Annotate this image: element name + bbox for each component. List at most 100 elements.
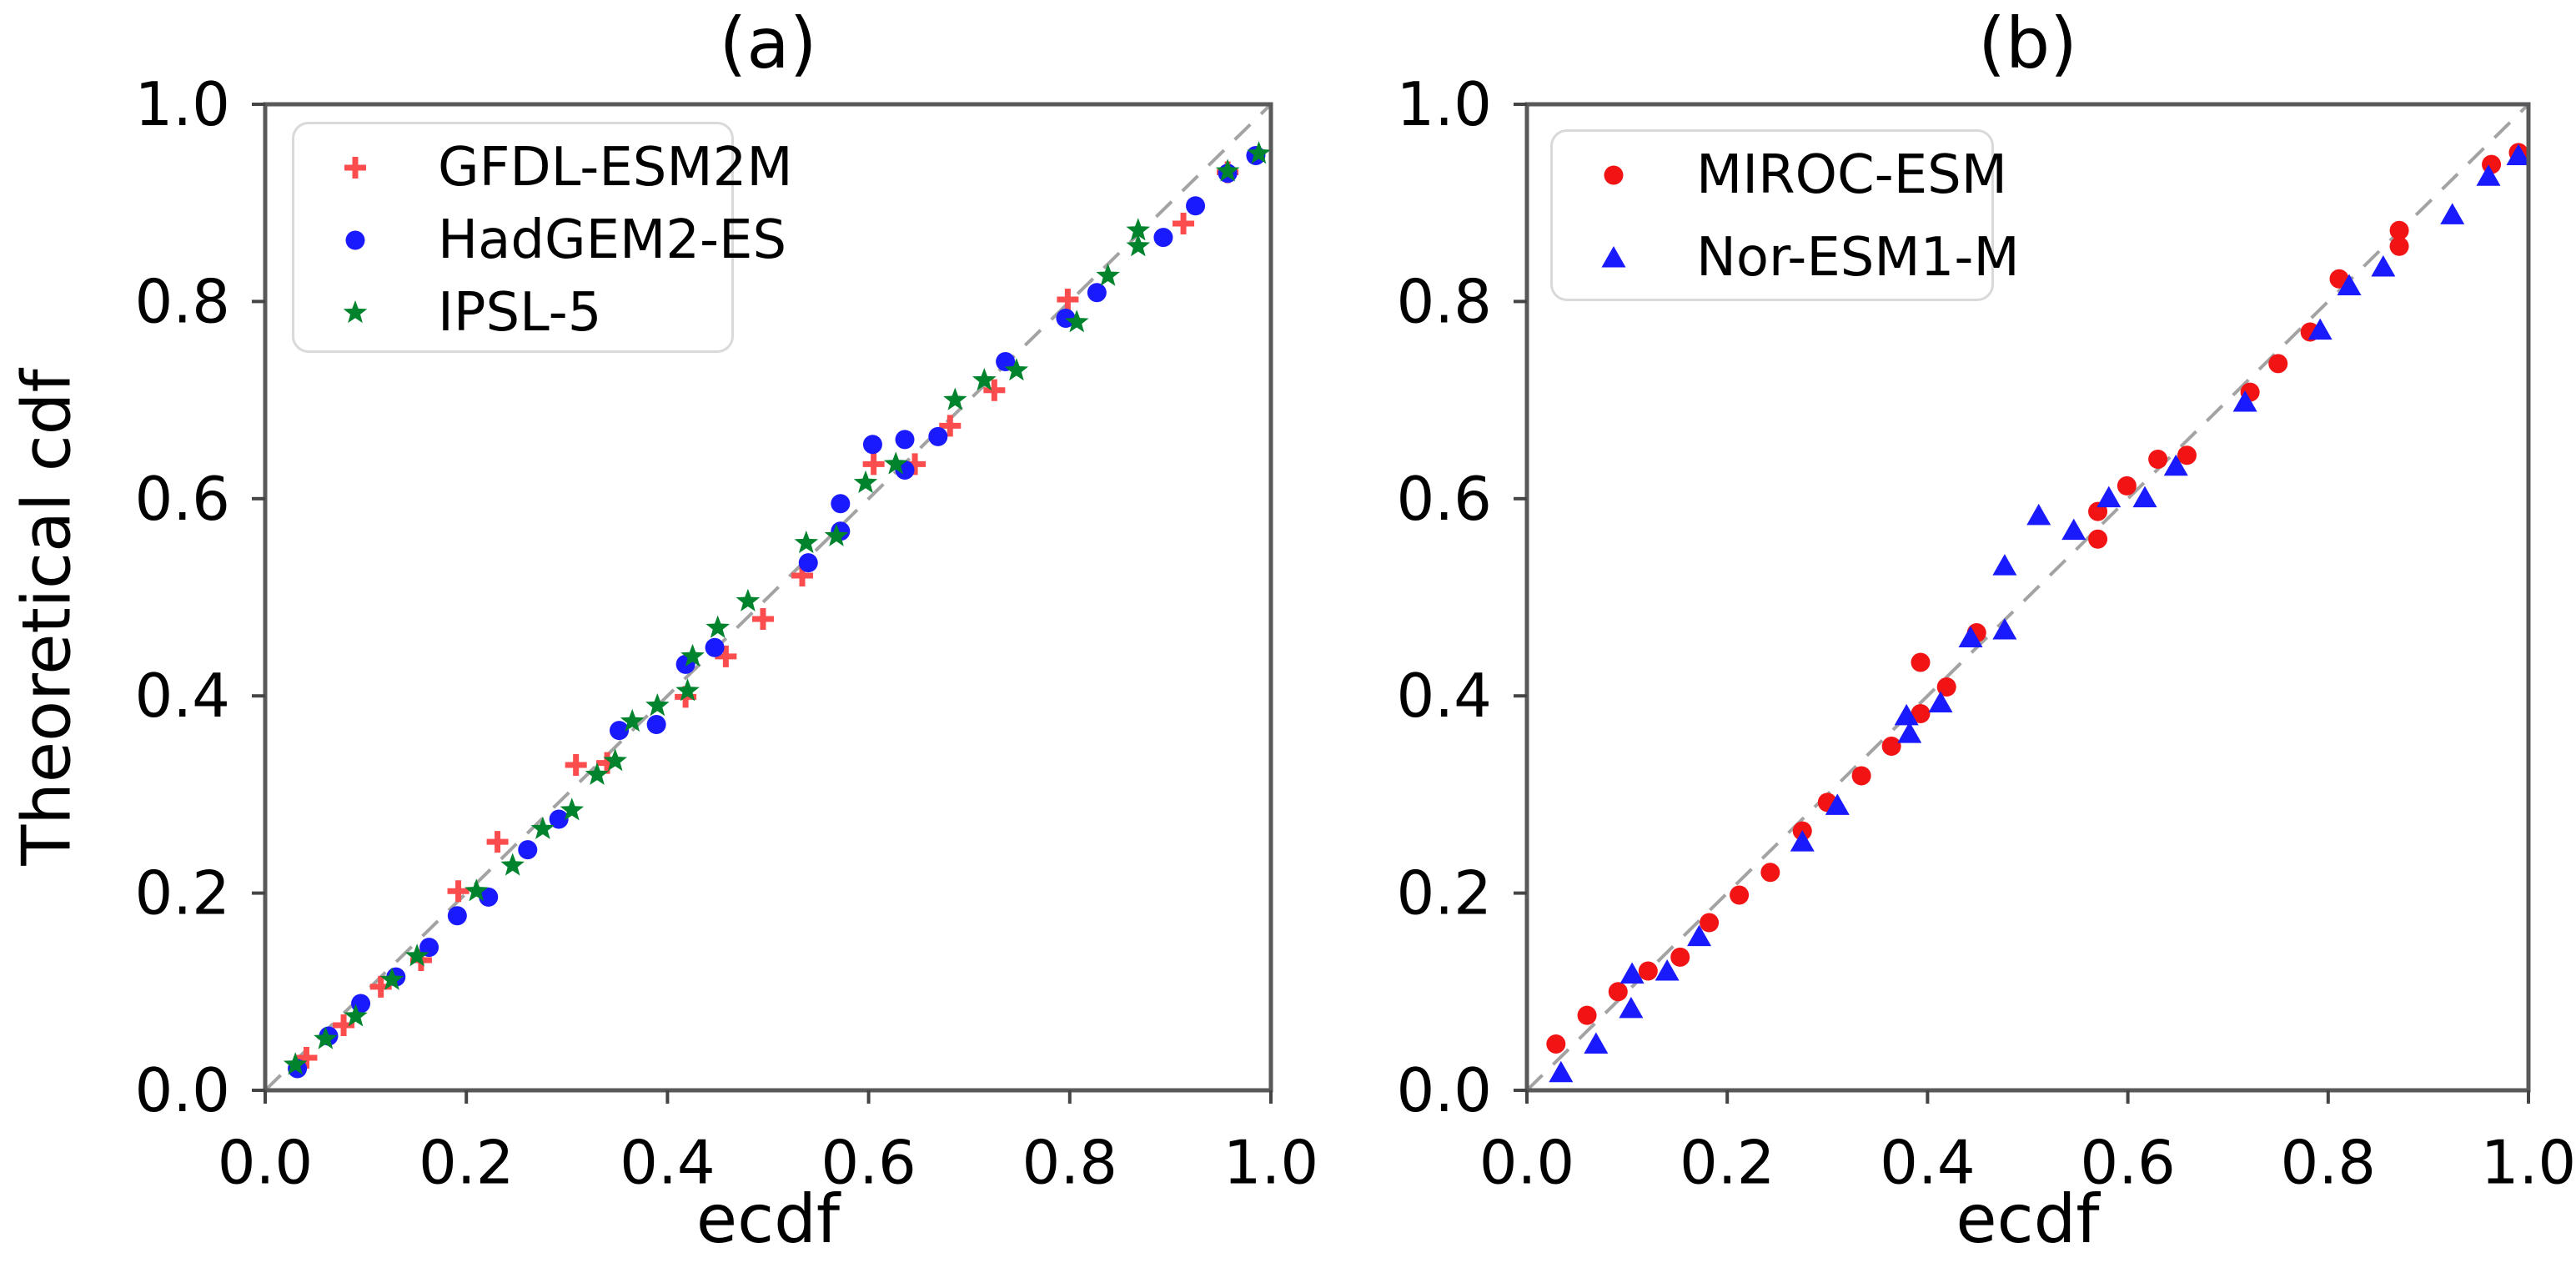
MIROC-ESM-point	[1936, 677, 1956, 697]
HadGEM2-ES-point	[518, 840, 538, 860]
MIROC-ESM-point	[2148, 450, 2168, 470]
HadGEM2-ES-point	[479, 887, 499, 907]
IPSL-5-point	[736, 588, 761, 611]
IPSL-5-point	[1096, 263, 1120, 286]
y-tick-label: 1.0	[1396, 69, 1492, 139]
star-legend-glyph	[343, 299, 368, 323]
y-tick-label: 0.4	[134, 661, 230, 731]
IPSL-5-point	[680, 643, 705, 667]
triangle-marker-icon	[1601, 245, 1626, 267]
Nor-ESM1-M-point	[2061, 518, 2086, 541]
panel-a-xaxis-label: ecdf	[695, 1180, 841, 1258]
GFDL-ESM2M-point	[447, 880, 470, 903]
panel-b-xaxis-label: ecdf	[1956, 1180, 2100, 1258]
y-tick-label: 0.6	[134, 464, 230, 534]
Nor-ESM1-M-point	[2096, 486, 2122, 508]
MIROC-ESM-point	[1638, 961, 1658, 981]
IPSL-5-point	[1215, 158, 1240, 182]
Nor-ESM1-M-point	[2163, 454, 2188, 476]
IPSL-5-point	[560, 797, 585, 821]
IPSL-5-point	[404, 943, 429, 967]
panel-a: 0.0 0.2 0.4 0.6 0.8 1.0 0.0 0.2 0.4 0.6 0.8 1.0	[134, 69, 1318, 1198]
y-tick-label: 0.2	[1396, 858, 1492, 928]
IPSL-5-point	[853, 470, 878, 493]
MIROC-ESM-point	[2268, 354, 2288, 374]
IPSL-5-point	[824, 523, 849, 546]
IPSL-5-point	[500, 853, 525, 876]
Nor-ESM1-M-point	[1897, 722, 1922, 743]
HadGEM2-ES-point	[447, 906, 467, 926]
series-IPSL-5	[283, 141, 1271, 1075]
circle-marker-icon	[345, 230, 365, 249]
Nor-ESM1-M-point	[2476, 164, 2501, 186]
IPSL-5-point	[1247, 141, 1271, 164]
MIROC-ESM-point	[2088, 529, 2108, 549]
legend-item-hadgem2-es: HadGEM2-ES	[294, 204, 786, 276]
Nor-ESM1-M-point	[1619, 962, 1645, 984]
IPSL-5-point	[344, 1004, 368, 1027]
MIROC-ESM-point	[1546, 1034, 1566, 1054]
star-marker-icon	[343, 299, 368, 323]
x-tick-label: 0.2	[419, 1128, 515, 1198]
Nor-ESM1-M-point	[1928, 691, 1953, 712]
Nor-ESM1-M-point	[1584, 1032, 1609, 1054]
legend-label: HadGEM2-ES	[438, 209, 787, 271]
x-tick-label: 0.6	[2080, 1128, 2176, 1198]
IPSL-5-point	[585, 762, 610, 785]
y-tick-label: 0.8	[134, 266, 230, 336]
series-MIROC-ESM	[1546, 143, 2528, 1054]
MIROC-ESM-point	[1881, 736, 1901, 756]
legend-item-ipsl-5: IPSL-5	[294, 276, 731, 349]
IPSL-5-point	[794, 531, 819, 554]
IPSL-5-point	[883, 451, 908, 475]
HadGEM2-ES-point	[549, 809, 569, 829]
GFDL-ESM2M-point	[939, 415, 962, 437]
panel-a-title: (a)	[719, 3, 817, 84]
panel-a-legend: GFDL-ESM2M HadGEM2-ES IPSL-5	[292, 122, 793, 353]
IPSL-5-point	[1004, 358, 1029, 381]
HadGEM2-ES-point	[646, 714, 666, 734]
y-tick-label: 0.0	[1396, 1055, 1492, 1125]
HadGEM2-ES-point	[1153, 228, 1173, 248]
circle-legend-glyph	[345, 230, 365, 249]
legend-label: IPSL-5	[438, 281, 602, 344]
series-Nor-ESM1-M	[1549, 143, 2531, 1083]
MIROC-ESM-point	[1760, 863, 1780, 883]
GFDL-ESM2M-point	[486, 831, 509, 853]
panel-b-legend: MIROC-ESM Nor-ESM1-M	[1550, 129, 2020, 301]
HadGEM2-ES-point	[419, 938, 439, 958]
GFDL-ESM2M-point	[1173, 213, 1195, 235]
y-tick-label: 0.2	[134, 858, 230, 928]
MIROC-ESM-point	[1608, 982, 1628, 1002]
IPSL-5-point	[620, 708, 645, 732]
x-tick-label: 0.4	[1880, 1128, 1976, 1198]
MIROC-ESM-point	[2389, 236, 2409, 256]
HadGEM2-ES-point	[1056, 308, 1076, 328]
HadGEM2-ES-point	[610, 721, 630, 741]
IPSL-5-point	[1126, 218, 1151, 241]
y-tick-label: 1.0	[134, 69, 230, 139]
Nor-ESM1-M-point	[2132, 486, 2157, 508]
x-tick-label: 0.8	[2281, 1128, 2377, 1198]
legend-label: Nor-ESM1-M	[1696, 226, 2020, 289]
IPSL-5-point	[706, 615, 730, 638]
HadGEM2-ES-point	[895, 430, 915, 450]
Nor-ESM1-M-point	[1549, 1060, 1574, 1083]
GFDL-ESM2M-point	[715, 645, 737, 667]
Nor-ESM1-M-point	[1958, 626, 1983, 647]
GFDL-ESM2M-point	[295, 1046, 318, 1069]
Nor-ESM1-M-point	[1825, 793, 1850, 815]
IPSL-5-point	[943, 387, 967, 410]
y-tick-label: 0.8	[1396, 266, 1492, 336]
HadGEM2-ES-point	[928, 426, 948, 446]
MIROC-ESM-point	[1700, 913, 1720, 933]
GFDL-ESM2M-point	[751, 608, 774, 631]
MIROC-ESM-point	[2389, 220, 2409, 240]
MIROC-ESM-point	[2117, 475, 2137, 496]
circle-marker-icon	[1604, 165, 1624, 184]
identity-line	[264, 103, 1273, 1092]
Nor-ESM1-M-point	[2371, 255, 2396, 277]
panel-a-yaxis-label: Theoretical cdf	[8, 369, 86, 866]
legend-item-gfdl-esm2m: GFDL-ESM2M	[294, 131, 793, 204]
